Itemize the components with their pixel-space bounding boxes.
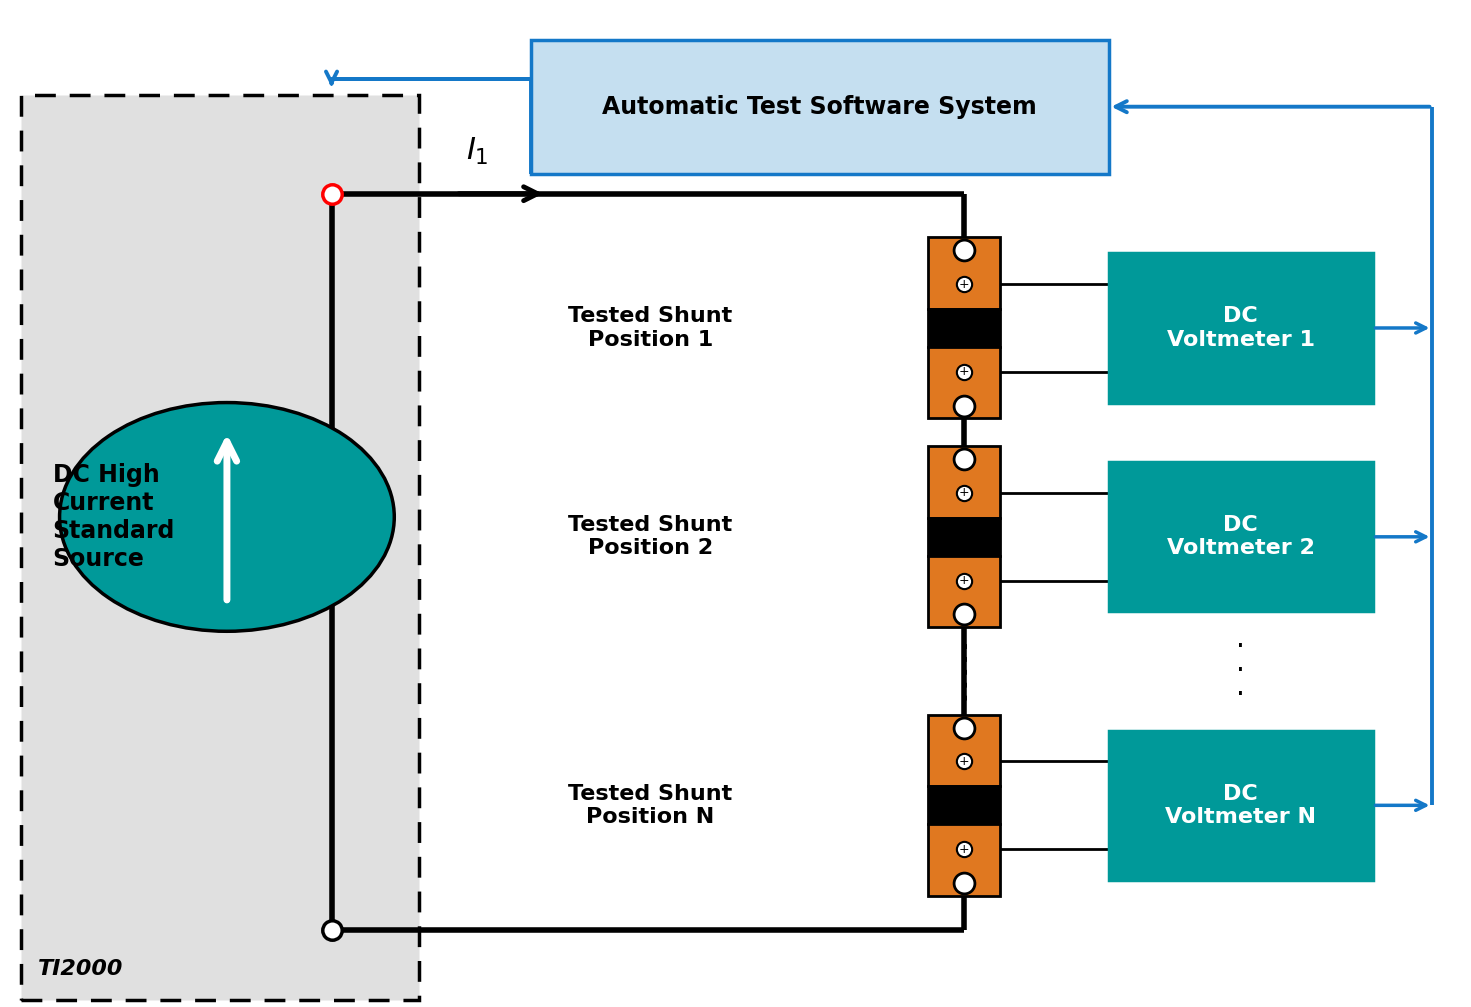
Text: DC
Voltmeter 2: DC Voltmeter 2	[1167, 516, 1315, 559]
Text: +: +	[959, 278, 969, 290]
Text: +: +	[959, 486, 969, 499]
Bar	[531, 39, 1109, 174]
Text: Tested Shunt
Position 2: Tested Shunt Position 2	[568, 516, 733, 559]
Bar	[928, 446, 1000, 518]
Bar	[928, 309, 1000, 346]
Bar	[928, 556, 1000, 627]
Bar	[928, 786, 1000, 824]
Text: $\mathit{I}_1$: $\mathit{I}_1$	[466, 136, 488, 167]
Text: DC
Voltmeter N: DC Voltmeter N	[1165, 783, 1317, 827]
Text: Tested Shunt
Position 1: Tested Shunt Position 1	[568, 306, 733, 349]
Bar	[928, 518, 1000, 556]
Text: ·
·
·: · · ·	[1236, 633, 1244, 709]
Bar	[928, 824, 1000, 896]
Text: +: +	[959, 843, 969, 856]
Ellipse shape	[59, 403, 394, 631]
Bar	[21, 95, 419, 1000]
Bar	[928, 715, 1000, 786]
Text: TI2000: TI2000	[38, 960, 124, 980]
Bar	[1109, 731, 1372, 880]
Text: DC High
Current
Standard
Source: DC High Current Standard Source	[53, 463, 175, 571]
Text: DC
Voltmeter 1: DC Voltmeter 1	[1167, 306, 1315, 349]
Text: Automatic Test Software System: Automatic Test Software System	[602, 95, 1037, 119]
Text: +: +	[959, 574, 969, 587]
Bar	[1109, 462, 1372, 611]
Text: +: +	[959, 366, 969, 379]
Bar	[928, 238, 1000, 309]
Bar	[928, 346, 1000, 419]
Bar	[1109, 254, 1372, 403]
Text: Tested Shunt
Position N: Tested Shunt Position N	[568, 783, 733, 827]
Text: +: +	[959, 755, 969, 768]
